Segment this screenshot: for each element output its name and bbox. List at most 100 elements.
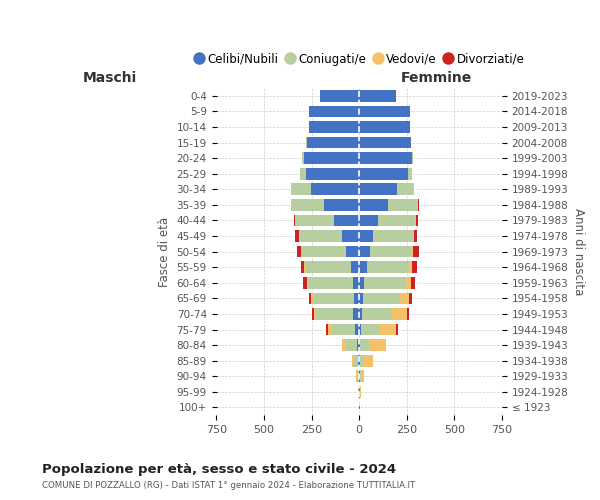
Bar [355,324,359,336]
Bar [353,308,359,320]
Bar [412,262,418,273]
Bar [363,355,373,366]
Bar [292,199,324,210]
Text: Popolazione per età, sesso e stato civile - 2024: Popolazione per età, sesso e stato civil… [42,462,396,475]
Bar [392,308,407,320]
Bar [410,277,415,288]
Bar [305,262,350,273]
Bar [367,262,409,273]
Bar [314,308,316,320]
Bar [301,262,304,273]
Bar [358,355,359,366]
Bar [407,308,409,320]
Bar [415,230,417,242]
Bar [311,184,359,195]
Bar [378,214,415,226]
Bar [295,230,299,242]
Bar [353,277,359,288]
Bar [379,324,396,336]
Bar [364,277,406,288]
Bar [297,246,301,258]
Bar [412,152,413,164]
Bar [306,168,359,179]
Bar [361,324,379,336]
Bar [359,106,410,117]
Bar [359,121,410,133]
Bar [309,121,359,133]
Bar [290,199,292,210]
Bar [412,246,413,258]
Bar [359,136,410,148]
Bar [359,262,367,273]
Bar [309,106,359,117]
Bar [302,152,304,164]
Bar [356,370,357,382]
Bar [359,292,363,304]
Bar [342,340,346,351]
Bar [357,370,359,382]
Bar [304,277,307,288]
Bar [328,324,331,336]
Bar [312,308,314,320]
Bar [313,292,355,304]
Bar [360,340,368,351]
Y-axis label: Anni di nascita: Anni di nascita [572,208,585,296]
Bar [300,168,306,179]
Bar [331,324,355,336]
Bar [359,168,407,179]
Text: COMUNE DI POZZALLO (RG) - Dati ISTAT 1° gennaio 2024 - Elaborazione TUTTITALIA.I: COMUNE DI POZZALLO (RG) - Dati ISTAT 1° … [42,481,415,490]
Bar [418,199,419,210]
Bar [409,262,412,273]
Y-axis label: Fasce di età: Fasce di età [158,216,171,286]
Bar [355,292,359,304]
Bar [359,199,388,210]
Bar [359,184,397,195]
Bar [342,230,359,242]
Bar [309,292,311,304]
Bar [307,136,359,148]
Bar [334,214,359,226]
Bar [397,184,413,195]
Bar [396,324,398,336]
Bar [413,246,419,258]
Bar [368,340,386,351]
Bar [292,184,311,195]
Bar [388,199,417,210]
Bar [346,340,357,351]
Text: Maschi: Maschi [82,70,137,85]
Bar [295,214,334,226]
Bar [416,214,418,226]
Bar [346,246,359,258]
Bar [409,292,412,304]
Bar [407,168,412,179]
Bar [324,199,359,210]
Bar [359,355,360,366]
Bar [359,214,378,226]
Bar [362,308,392,320]
Bar [359,277,364,288]
Bar [359,152,412,164]
Bar [294,214,295,226]
Bar [363,292,400,304]
Text: Femmine: Femmine [401,70,472,85]
Bar [360,386,361,398]
Bar [360,355,363,366]
Bar [361,370,364,382]
Bar [359,230,373,242]
Bar [308,277,353,288]
Bar [326,324,328,336]
Bar [307,277,308,288]
Bar [359,324,361,336]
Legend: Celibi/Nubili, Coniugati/e, Vedovi/e, Divorziati/e: Celibi/Nubili, Coniugati/e, Vedovi/e, Di… [189,48,529,70]
Bar [359,340,360,351]
Bar [320,90,359,102]
Bar [400,292,409,304]
Bar [359,370,361,382]
Bar [301,246,346,258]
Bar [311,292,313,304]
Bar [359,308,362,320]
Bar [373,230,413,242]
Bar [316,308,353,320]
Bar [406,277,410,288]
Bar [350,262,359,273]
